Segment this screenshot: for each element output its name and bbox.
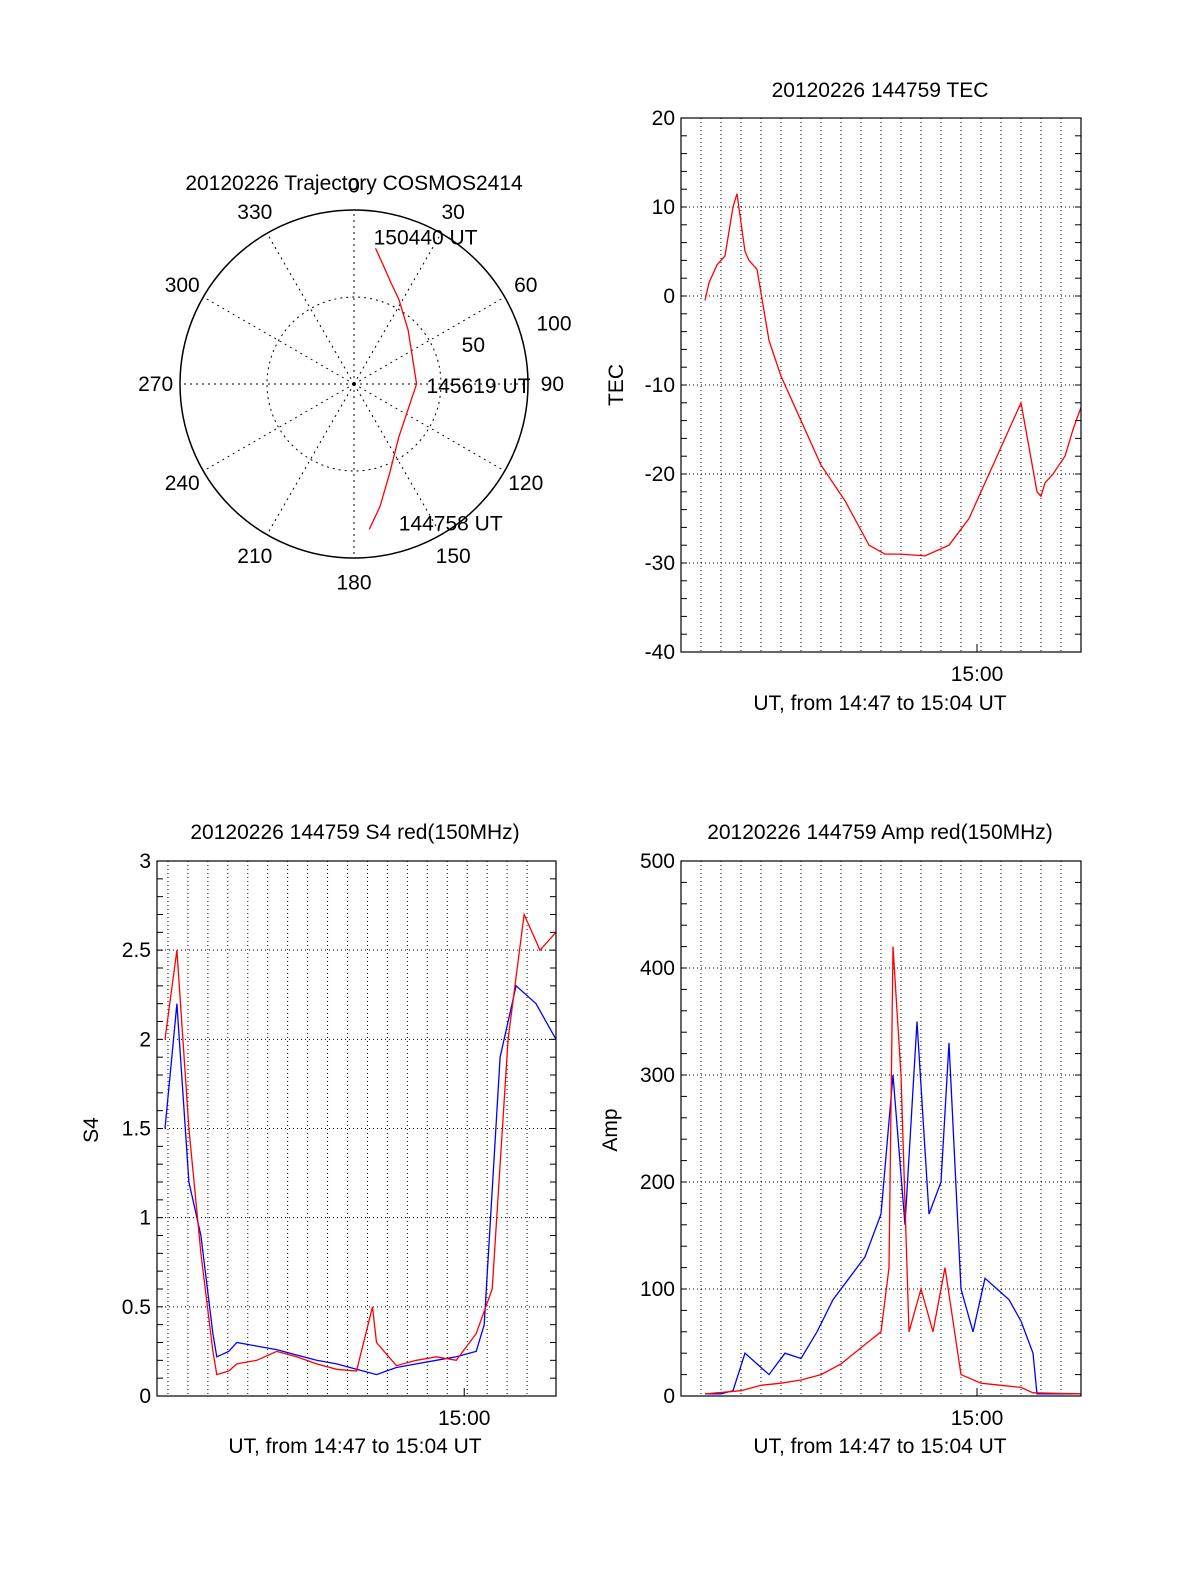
polar-angle-label: 90	[541, 373, 564, 396]
polar-radial-labels: 50 100	[462, 312, 572, 357]
amp-chart: 20120226 144759 Amp red(150MHz) 500 400 30…	[599, 821, 1082, 1458]
polar-angle-label: 120	[508, 472, 543, 495]
y-tick-label: -40	[645, 641, 675, 664]
y-tick-label: 1	[139, 1207, 151, 1230]
polar-annotations: 150440 UT 145619 UT 144758 UT	[374, 226, 531, 535]
polar-angle-label: 300	[165, 274, 200, 297]
y-tick-label: 100	[640, 1278, 675, 1301]
plot-frame	[680, 860, 1082, 1397]
polar-spoke	[353, 296, 505, 385]
s4-plot-area: 3 2.5 2 1.5 1 0.5 0 15:00	[122, 850, 557, 1430]
x-tick-label: 15:00	[951, 1407, 1004, 1430]
polar-title: 20120226 Trajectory COSMOS2414	[185, 172, 523, 195]
polar-annotation: 145619 UT	[427, 375, 531, 398]
polar-trajectory	[368, 247, 418, 530]
polar-angle-label: 150	[436, 545, 471, 568]
polar-grid-circle	[266, 296, 442, 472]
amp-xlabel: UT, from 14:47 to 15:04 UT	[753, 1435, 1006, 1458]
polar-spoke	[266, 383, 355, 535]
polar-radial-label: 50	[462, 334, 485, 357]
polar-angle-label: 270	[138, 373, 173, 396]
y-tick-label: 0	[663, 1385, 675, 1408]
plot-frame	[680, 117, 1082, 653]
polar-radial-label: 100	[536, 312, 571, 335]
red-series-line	[164, 912, 556, 1376]
polar-spoke	[266, 233, 355, 385]
y-tick-label: 10	[652, 196, 675, 219]
polar-annotation: 144758 UT	[399, 512, 503, 535]
polar-angle-label: 240	[165, 472, 200, 495]
polar-angle-label: 30	[442, 201, 465, 224]
x-tick-label: 15:00	[951, 663, 1004, 686]
polar-grid	[179, 209, 529, 559]
polar-spoke	[203, 383, 355, 472]
polar-spoke	[353, 383, 442, 535]
plot-frame	[156, 860, 557, 1397]
s4-xlabel: UT, from 14:47 to 15:04 UT	[228, 1435, 481, 1458]
y-tick-label: 2.5	[122, 939, 151, 962]
y-tick-label: 0	[663, 285, 675, 308]
blue-series-line	[164, 984, 556, 1376]
polar-angle-label: 60	[514, 274, 537, 297]
polar-angle-labels: 0 30 60 90 120 150 180 210 240 270 300 330	[138, 175, 564, 595]
polar-angle-label: 330	[237, 201, 272, 224]
y-tick-label: -30	[645, 552, 675, 575]
tec-ylabel: TEC	[605, 364, 628, 406]
red-series-line	[704, 946, 1081, 1395]
y-tick-label: 20	[652, 107, 675, 130]
s4-chart: 20120226 144759 S4 red(150MHz) 3 2.5 2 1.5 1…	[80, 821, 557, 1458]
tec-plot-area: 20 10 0 -10 -20 -30 -40 15:00	[645, 107, 1082, 686]
y-tick-label: 300	[640, 1064, 675, 1087]
y-tick-label: 0.5	[122, 1296, 151, 1319]
y-tick-label: 500	[640, 850, 675, 873]
polar-spoke	[353, 383, 505, 472]
polar-angle-label: 180	[336, 571, 371, 594]
s4-title: 20120226 144759 S4 red(150MHz)	[190, 821, 519, 844]
polar-angle-label: 0	[348, 175, 360, 198]
series-group	[164, 912, 556, 1376]
series-group	[704, 193, 1081, 557]
polar-spoke	[353, 233, 442, 385]
series-group	[704, 946, 1081, 1395]
tec-title: 20120226 144759 TEC	[772, 79, 989, 102]
y-tick-label: 3	[139, 850, 151, 873]
y-tick-label: 1.5	[122, 1118, 151, 1141]
y-tick-label: 2	[139, 1028, 151, 1051]
polar-angle-label: 210	[237, 545, 272, 568]
y-tick-label: 200	[640, 1171, 675, 1194]
polar-outer-circle	[179, 209, 529, 559]
y-tick-label: 400	[640, 957, 675, 980]
amp-plot-area: 500 400 300 200 100 0 15:00	[640, 850, 1082, 1430]
tec-xlabel: UT, from 14:47 to 15:04 UT	[753, 692, 1006, 715]
red-series-line	[704, 193, 1081, 557]
x-tick-label: 15:00	[438, 1407, 491, 1430]
s4-ylabel: S4	[80, 1117, 103, 1143]
polar-chart: 20120226 Trajectory COSMOS2414 0 30 60 90 12…	[138, 172, 571, 594]
blue-series-line	[705, 1021, 1081, 1395]
amp-title: 20120226 144759 Amp red(150MHz)	[707, 821, 1053, 844]
polar-spoke	[203, 296, 355, 385]
polar-annotation: 150440 UT	[374, 226, 478, 249]
polar-trajectory-line	[368, 247, 418, 530]
y-tick-label: -10	[645, 374, 675, 397]
y-tick-label: 0	[139, 1385, 151, 1408]
tec-chart: 20120226 144759 TEC 20 10 0 -10 -20 -30 -40 15:…	[605, 79, 1082, 715]
y-tick-label: -20	[645, 463, 675, 486]
amp-ylabel: Amp	[599, 1108, 622, 1151]
